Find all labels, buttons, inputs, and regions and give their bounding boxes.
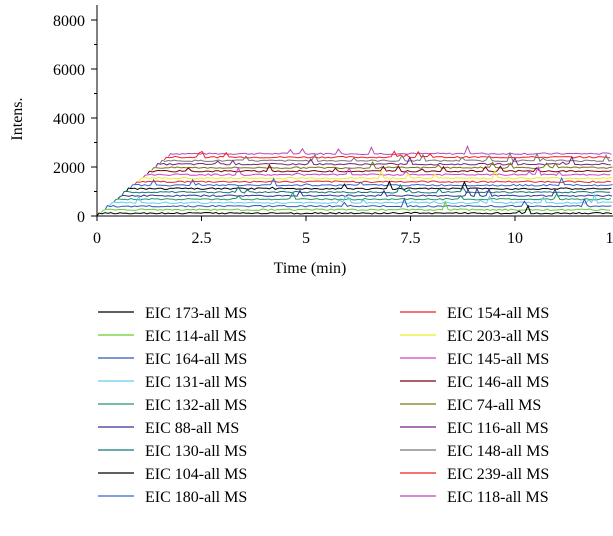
legend-label: EIC 131-all MS <box>145 374 247 391</box>
series-trace <box>142 165 611 178</box>
y-tick-labels: 0 2000 4000 6000 8000 <box>53 13 85 226</box>
legend-label: EIC 116-all MS <box>447 420 549 437</box>
y-axis-label: Intens. <box>9 97 26 140</box>
series-trace <box>113 191 611 203</box>
y-tick-label: 2000 <box>53 160 85 177</box>
series-trace <box>155 155 611 168</box>
legend-label: EIC 164-all MS <box>145 351 247 368</box>
x-axis-label: Time (min) <box>274 260 347 277</box>
series-trace <box>159 151 613 164</box>
legend-label: EIC 180-all MS <box>145 489 247 506</box>
legend-label: EIC 132-all MS <box>145 397 247 414</box>
legend-label: EIC 173-all MS <box>145 305 247 322</box>
series-trace <box>130 176 613 189</box>
series-trace <box>97 204 613 217</box>
series-trace <box>167 144 612 157</box>
axes <box>91 5 613 221</box>
legend-label: EIC 154-all MS <box>447 305 549 322</box>
legend-label: EIC 146-all MS <box>447 374 549 391</box>
legend-label: EIC 203-all MS <box>447 328 549 345</box>
series-trace <box>121 183 611 196</box>
x-tick-label: 12.5 <box>606 230 613 247</box>
legend-label: EIC 130-all MS <box>145 443 247 460</box>
legend-label: EIC 118-all MS <box>447 489 549 506</box>
y-tick-label: 6000 <box>53 62 85 79</box>
trace-group <box>97 144 613 217</box>
x-tick-label: 2.5 <box>192 230 212 247</box>
x-tick-label: 5 <box>302 230 310 247</box>
series-trace <box>100 200 611 213</box>
series-trace <box>117 187 613 199</box>
series-trace <box>125 180 612 192</box>
legend-label: EIC 74-all MS <box>447 397 541 414</box>
y-tick-label: 0 <box>77 209 85 226</box>
series-trace <box>138 170 613 182</box>
x-tick-label: 7.5 <box>401 230 421 247</box>
legend-label: EIC 145-all MS <box>447 351 549 368</box>
legend-label: EIC 114-all MS <box>145 328 247 345</box>
series-trace <box>109 193 613 206</box>
legend-label: EIC 148-all MS <box>447 443 549 460</box>
legend-label: EIC 239-all MS <box>447 466 549 483</box>
y-tick-label: 8000 <box>53 13 85 30</box>
legend: EIC 173-all MS EIC 114-all MS EIC 164-all … <box>98 305 549 506</box>
x-tick-labels: 02.557.51012.51517.52022.5 <box>93 230 613 247</box>
series-trace <box>104 197 612 210</box>
series-trace <box>134 180 611 185</box>
legend-label: EIC 104-all MS <box>145 466 247 483</box>
x-tick-label: 10 <box>507 230 523 247</box>
legend-label: EIC 88-all MS <box>145 420 239 437</box>
x-tick-label: 0 <box>93 230 101 247</box>
y-tick-label: 4000 <box>53 111 85 128</box>
series-trace <box>146 163 612 175</box>
